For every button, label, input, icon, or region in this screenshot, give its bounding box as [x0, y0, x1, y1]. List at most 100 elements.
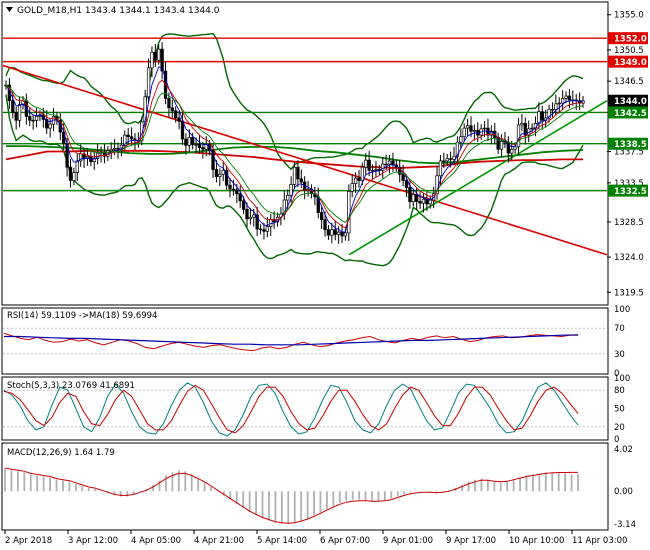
time-axis-label: 2 Apr 2018 [5, 536, 52, 546]
candle-body [17, 104, 22, 121]
candle-body [340, 231, 344, 237]
stoch-axis-label: 20 [614, 423, 625, 433]
candle-body [129, 136, 134, 140]
candle-body [167, 98, 171, 109]
candle-body [85, 155, 90, 159]
price-badge [608, 32, 648, 45]
rsi-label: RSI(14) 59.1109 ->MA(18) 59.6994 [7, 311, 157, 321]
candle-body [459, 136, 463, 143]
candle-body [201, 147, 205, 150]
rsi-panel[interactable] [1, 307, 609, 375]
candle-body [31, 119, 35, 122]
candle-body [245, 209, 249, 220]
candle-body [465, 125, 470, 129]
green-trendline [348, 100, 608, 256]
candle-body [34, 116, 39, 121]
candle-body [146, 67, 151, 98]
candle-body [228, 184, 232, 190]
candle-body [289, 184, 293, 196]
fast-ma-green [5, 84, 584, 224]
candle-body [333, 229, 337, 235]
price-axis-label: 1346.5 [614, 77, 644, 87]
candle-body [357, 177, 361, 181]
candle-body [197, 144, 202, 148]
candle-body [150, 51, 154, 69]
candle-body [14, 112, 18, 121]
price-axis-label: 1328.5 [614, 218, 644, 228]
candle-body [360, 166, 365, 181]
candle-body [248, 216, 253, 220]
candle-body [272, 219, 276, 223]
candle-body [296, 166, 300, 180]
candle-body [231, 188, 236, 191]
candle-body [540, 111, 544, 121]
rsi-line [3, 332, 578, 352]
candle-body [123, 134, 127, 146]
candle-body [116, 148, 120, 150]
candle-body [530, 127, 534, 130]
candle-body [550, 108, 555, 111]
candle-body [292, 166, 297, 185]
candle-body [45, 119, 49, 129]
bollinger-lower-band [5, 94, 584, 267]
candle-body [353, 177, 358, 184]
candle-body [520, 123, 524, 126]
stoch-main-line [3, 382, 579, 437]
candle-body [374, 169, 378, 171]
stoch-plot-area [3, 382, 607, 437]
time-axis-label: 9 Apr 17:00 [446, 536, 496, 546]
candle-body [191, 137, 195, 145]
price-badge [608, 137, 648, 150]
candle-body [560, 98, 565, 104]
rsi-plot-area [3, 327, 607, 355]
symbol-header: GOLD_M18,H1 1343.4 1344.1 1343.4 1344.0 [17, 6, 220, 16]
candle-body [187, 137, 191, 146]
candle-body [567, 95, 572, 101]
candle-body [391, 160, 395, 166]
candle-body [347, 191, 351, 234]
candle-body [299, 178, 303, 183]
price-badge [608, 94, 648, 107]
candle-body [472, 130, 477, 132]
candle-body [211, 150, 215, 170]
candle-body [255, 214, 259, 230]
time-axis-label: 4 Apr 05:00 [131, 536, 181, 546]
time-axis-label: 10 Apr 10:00 [509, 536, 564, 546]
macd-axis-label: 0.00 [614, 487, 633, 497]
candle-body [28, 116, 32, 121]
candle-body [48, 123, 52, 129]
candle-body [126, 134, 130, 138]
candle-body [194, 144, 198, 146]
price-badge [608, 106, 648, 119]
time-axis-label: 4 Apr 21:00 [194, 536, 244, 546]
candle-body [326, 229, 331, 236]
candle-body [320, 212, 324, 220]
candle-body [112, 148, 117, 150]
candle-body [11, 100, 15, 113]
candle-body [343, 232, 348, 237]
candle-body [581, 100, 585, 104]
candle-body [381, 163, 385, 171]
candle-body [537, 111, 541, 124]
candle-body [510, 148, 514, 154]
rsi-axis-label: 0 [614, 369, 619, 379]
candle-body [547, 108, 551, 119]
candle-body [370, 169, 375, 172]
dropdown-triangle-icon[interactable] [6, 7, 13, 12]
price-axis-label: 1324.0 [614, 253, 644, 263]
candle-body [218, 173, 222, 177]
macd-axis-label: -3.14 [614, 520, 636, 530]
candle-body [452, 155, 456, 160]
candle-body [387, 160, 392, 165]
price-badge-label: 1332.5 [614, 187, 647, 197]
candle-body [445, 158, 449, 162]
candle-body [455, 141, 460, 157]
price-axis-label: 1319.5 [614, 288, 644, 298]
macd-signal-line [4, 467, 578, 524]
candle-body [224, 169, 229, 186]
time-axis-label: 11 Apr 03:00 [572, 536, 627, 546]
rsi-axis-label: 100 [614, 305, 630, 315]
candle-body [421, 198, 426, 204]
candle-body [241, 200, 246, 210]
